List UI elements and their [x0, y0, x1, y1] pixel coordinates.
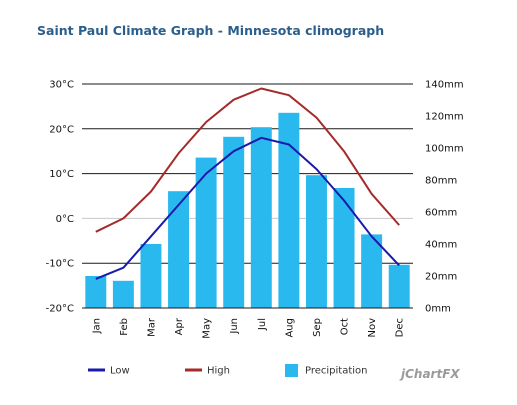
category-label: Jan [91, 318, 102, 334]
precipitation-bar [305, 175, 327, 308]
legend-label-precipitation: Precipitation [305, 366, 368, 377]
category-label: Sep [312, 318, 323, 337]
left-tick-label: 10°C [49, 169, 74, 180]
category-label: Jul [257, 318, 268, 331]
precipitation-bar [333, 188, 355, 308]
precipitation-bar [278, 112, 300, 308]
right-tick-label: 80mm [425, 176, 457, 187]
right-tick-label: 60mm [425, 208, 457, 219]
category-label: Mar [146, 317, 157, 337]
category-label: Apr [174, 317, 185, 335]
legend-swatch-precipitation [285, 364, 298, 377]
right-tick-label: 40mm [425, 240, 457, 251]
low-line [95, 136, 400, 280]
category-label: Dec [395, 318, 406, 337]
precipitation-bar [112, 280, 134, 308]
precipitation-bar [85, 276, 107, 308]
category-label: Aug [284, 318, 295, 338]
legend-label-high: High [207, 366, 230, 377]
left-tick-label: 20°C [49, 124, 74, 135]
category-label: Nov [367, 318, 378, 338]
left-tick-label: -10°C [46, 259, 74, 270]
left-tick-label: 0°C [56, 214, 74, 225]
precipitation-bar [195, 157, 217, 308]
precipitation-bar [388, 264, 410, 308]
right-tick-label: 120mm [425, 112, 464, 123]
high-line [95, 87, 400, 233]
legend-label-low: Low [110, 366, 130, 377]
right-tick-label: 140mm [425, 80, 464, 91]
right-tick-label: 100mm [425, 144, 464, 155]
category-label: May [202, 318, 213, 339]
left-tick-label: 30°C [49, 80, 74, 91]
precipitation-bar [168, 191, 190, 308]
precipitation-bar [361, 234, 383, 308]
category-label: Feb [119, 318, 130, 336]
category-label: Jun [229, 318, 240, 335]
left-tick-label: -20°C [46, 304, 74, 315]
jchartfx-logo: jChartFX [399, 367, 460, 381]
right-tick-label: 20mm [425, 272, 457, 283]
precipitation-bar [250, 127, 272, 308]
chart-title: Saint Paul Climate Graph - Minnesota cli… [37, 23, 385, 38]
right-tick-label: 0mm [425, 304, 451, 315]
precipitation-bar [223, 136, 245, 308]
precipitation-bar [140, 244, 162, 308]
category-label: Oct [340, 318, 351, 335]
